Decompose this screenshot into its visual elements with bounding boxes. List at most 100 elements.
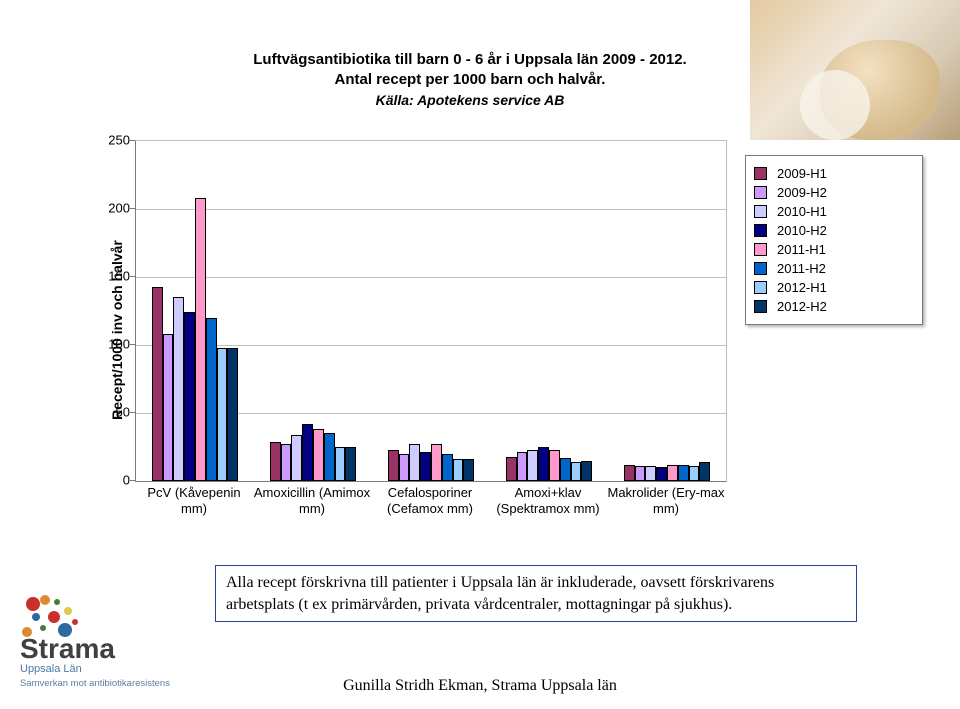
bar xyxy=(549,450,560,481)
bar xyxy=(152,287,163,481)
bar xyxy=(581,461,592,481)
bar xyxy=(538,447,549,481)
legend-item: 2009-H2 xyxy=(754,185,914,200)
chart-area: Recept/1000 inv och halvår 0 50 100 150 200 2… xyxy=(45,140,915,520)
legend-item: 2011-H2 xyxy=(754,261,914,276)
logo-dot xyxy=(32,613,40,621)
logo-dot xyxy=(40,595,50,605)
logo-dot xyxy=(22,627,32,637)
x-category-label: Amoxi+klav (Spektramox mm) xyxy=(489,485,607,516)
footnote-box: Alla recept förskrivna till patienter i … xyxy=(215,565,857,622)
legend-swatch xyxy=(754,243,767,256)
bar xyxy=(656,467,667,481)
logo-dot xyxy=(26,597,40,611)
bar xyxy=(420,452,431,481)
y-tick-label: 100 xyxy=(90,337,130,352)
bar xyxy=(667,465,678,481)
strama-tagline: Samverkan mot antibiotikaresistens xyxy=(20,678,205,689)
bar xyxy=(560,458,571,481)
y-tick-label: 150 xyxy=(90,269,130,284)
logo-dot xyxy=(64,607,72,615)
logo-dot xyxy=(40,625,46,631)
x-category-label: Makrolider (Ery-max mm) xyxy=(607,485,725,516)
bar xyxy=(217,348,228,481)
bar xyxy=(195,198,206,481)
bar xyxy=(527,450,538,481)
legend-label: 2012-H1 xyxy=(777,280,827,295)
y-tick-label: 200 xyxy=(90,201,130,216)
bar xyxy=(324,433,335,481)
legend-swatch xyxy=(754,205,767,218)
bar xyxy=(302,424,313,481)
bar xyxy=(399,454,410,481)
strama-logo: Strama Uppsala Län Samverkan mot antibio… xyxy=(20,595,205,689)
bar xyxy=(335,447,346,481)
bar xyxy=(206,318,217,481)
bar xyxy=(442,454,453,481)
gridline xyxy=(136,345,726,346)
x-category-label: PcV (Kåvepenin mm) xyxy=(135,485,253,516)
bar xyxy=(313,429,324,481)
bar xyxy=(281,444,292,481)
logo-dot xyxy=(48,611,60,623)
bar xyxy=(571,462,582,481)
logo-dot xyxy=(54,599,60,605)
x-category-label: Cefalosporiner (Cefamox mm) xyxy=(371,485,489,516)
legend-label: 2009-H2 xyxy=(777,185,827,200)
bar xyxy=(409,444,420,481)
bar xyxy=(506,457,517,481)
bar xyxy=(184,312,195,481)
legend-label: 2011-H1 xyxy=(777,242,826,257)
legend-swatch xyxy=(754,167,767,180)
chart-title-block: Luftvägsantibiotika till barn 0 - 6 år i… xyxy=(180,50,760,109)
x-category-label: Amoxicillin (Amimox mm) xyxy=(253,485,371,516)
logo-dot xyxy=(72,619,78,625)
legend-swatch xyxy=(754,262,767,275)
legend-label: 2009-H1 xyxy=(777,166,827,181)
legend-label: 2010-H1 xyxy=(777,204,827,219)
bar xyxy=(517,452,528,481)
legend-item: 2012-H1 xyxy=(754,280,914,295)
bar xyxy=(699,462,710,481)
logo-dot xyxy=(58,623,72,637)
bar xyxy=(689,466,700,481)
gridline xyxy=(136,209,726,210)
bar xyxy=(291,435,302,481)
decorative-photo xyxy=(750,0,960,140)
bar xyxy=(431,444,442,481)
y-axis-title: Recept/1000 inv och halvår xyxy=(109,240,125,420)
bar xyxy=(388,450,399,481)
bar xyxy=(645,466,656,481)
chart-source-line: Källa: Apotekens service AB xyxy=(180,91,760,110)
chart-title-line-1: Luftvägsantibiotika till barn 0 - 6 år i… xyxy=(180,50,760,70)
bar xyxy=(163,334,174,481)
chart-plot xyxy=(135,140,727,482)
legend-swatch xyxy=(754,186,767,199)
y-tick-label: 0 xyxy=(90,473,130,488)
gridline xyxy=(136,277,726,278)
legend-item: 2012-H2 xyxy=(754,299,914,314)
bar xyxy=(463,459,474,481)
bar xyxy=(227,348,238,481)
legend-swatch xyxy=(754,224,767,237)
legend-item: 2010-H2 xyxy=(754,223,914,238)
legend-label: 2012-H2 xyxy=(777,299,827,314)
legend-swatch xyxy=(754,281,767,294)
strama-logo-mark xyxy=(20,595,86,639)
legend-item: 2009-H1 xyxy=(754,166,914,181)
bar xyxy=(635,466,646,481)
chart-title-line-2: Antal recept per 1000 barn och halvår. xyxy=(180,70,760,90)
bar xyxy=(624,465,635,481)
bar xyxy=(678,465,689,481)
y-tick-label: 50 xyxy=(90,405,130,420)
legend-label: 2010-H2 xyxy=(777,223,827,238)
bar xyxy=(173,297,184,481)
bar xyxy=(453,459,464,481)
legend-item: 2010-H1 xyxy=(754,204,914,219)
bar xyxy=(345,447,356,481)
legend-swatch xyxy=(754,300,767,313)
bar xyxy=(270,442,281,481)
legend-label: 2011-H2 xyxy=(777,261,826,276)
y-tick-label: 250 xyxy=(90,133,130,148)
legend-item: 2011-H1 xyxy=(754,242,914,257)
